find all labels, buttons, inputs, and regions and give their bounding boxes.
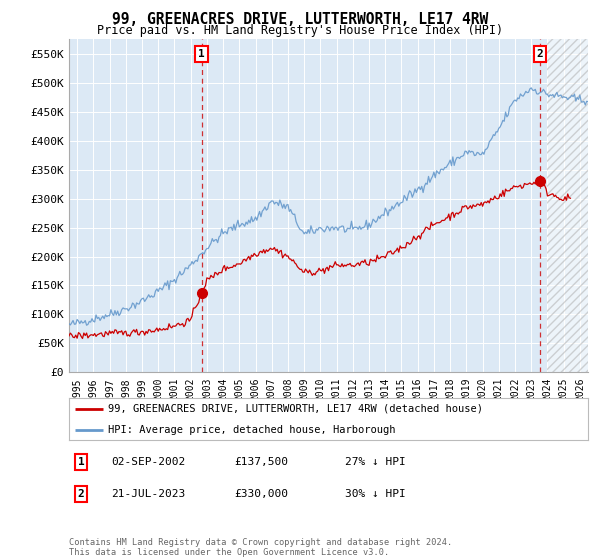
Text: 30% ↓ HPI: 30% ↓ HPI: [345, 489, 406, 499]
Text: 2: 2: [536, 49, 544, 59]
Text: 27% ↓ HPI: 27% ↓ HPI: [345, 457, 406, 467]
Text: 1: 1: [77, 457, 85, 467]
Text: 1: 1: [198, 49, 205, 59]
Text: 21-JUL-2023: 21-JUL-2023: [111, 489, 185, 499]
Text: Price paid vs. HM Land Registry's House Price Index (HPI): Price paid vs. HM Land Registry's House …: [97, 24, 503, 36]
Text: 99, GREENACRES DRIVE, LUTTERWORTH, LE17 4RW: 99, GREENACRES DRIVE, LUTTERWORTH, LE17 …: [112, 12, 488, 27]
Text: 02-SEP-2002: 02-SEP-2002: [111, 457, 185, 467]
Bar: [547, 39, 590, 372]
Text: £137,500: £137,500: [234, 457, 288, 467]
Text: HPI: Average price, detached house, Harborough: HPI: Average price, detached house, Harb…: [108, 426, 395, 435]
Text: 2: 2: [77, 489, 85, 499]
Text: £330,000: £330,000: [234, 489, 288, 499]
Text: 99, GREENACRES DRIVE, LUTTERWORTH, LE17 4RW (detached house): 99, GREENACRES DRIVE, LUTTERWORTH, LE17 …: [108, 404, 483, 414]
Text: Contains HM Land Registry data © Crown copyright and database right 2024.
This d: Contains HM Land Registry data © Crown c…: [69, 538, 452, 557]
